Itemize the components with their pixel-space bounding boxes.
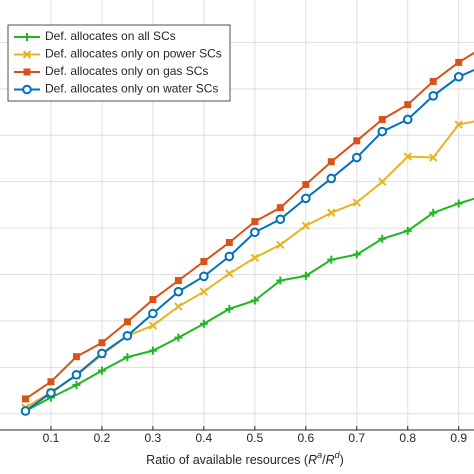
x-tick-label: 0.1 (43, 431, 60, 445)
marker (352, 250, 361, 259)
marker (454, 199, 463, 208)
x-axis-title-part: Ratio of available resources ( (146, 453, 309, 467)
marker (250, 253, 260, 263)
x-tick-label: 0.3 (145, 431, 162, 445)
marker (148, 308, 158, 319)
x-axis-title-part: R (308, 453, 317, 467)
marker (378, 234, 387, 243)
x-tick-label: 0.9 (450, 431, 467, 445)
marker (276, 276, 285, 285)
marker (378, 115, 386, 123)
marker (46, 388, 56, 398)
marker (302, 180, 310, 188)
marker (97, 348, 107, 359)
marker (47, 378, 55, 386)
marker (98, 339, 106, 347)
marker (428, 90, 439, 101)
marker (149, 296, 157, 304)
marker (453, 71, 464, 82)
legend-label: Def. allocates only on power SCs (45, 47, 222, 61)
marker (199, 287, 209, 296)
legend: Def. allocates on all SCs Def. allocates … (7, 24, 231, 102)
x-tick-label: 0.4 (196, 431, 213, 445)
marker (123, 353, 132, 362)
x-axis-title-part: d (335, 450, 341, 460)
x-tick-label: 0.8 (399, 431, 416, 445)
marker (275, 214, 286, 225)
x-axis-title-part: / (322, 453, 326, 467)
marker (429, 77, 437, 85)
x-tick-label: 0.6 (297, 431, 314, 445)
marker (148, 321, 158, 330)
marker (326, 173, 337, 184)
marker (351, 152, 362, 163)
x-tick-label: 0.7 (348, 431, 365, 445)
marker (225, 304, 234, 313)
marker (377, 126, 388, 137)
marker (327, 208, 336, 217)
marker (276, 240, 285, 250)
legend-marker (23, 68, 31, 76)
marker (148, 346, 157, 355)
legend-marker (23, 33, 31, 41)
legend-marker (22, 50, 32, 59)
marker (72, 353, 80, 361)
marker (250, 227, 260, 238)
marker (20, 406, 31, 416)
marker (200, 258, 208, 266)
legend-label: Def. allocates only on gas SCs (45, 64, 208, 78)
legend-label: Def. allocates on all SCs (45, 29, 176, 43)
plot-area (20, 51, 474, 416)
series-line (24, 120, 474, 409)
marker (122, 330, 133, 341)
marker (353, 137, 361, 145)
marker (71, 369, 82, 380)
marker (301, 193, 311, 204)
marker (429, 153, 438, 162)
marker (225, 238, 233, 246)
x-axis-title-part: R (326, 453, 335, 467)
marker (454, 120, 463, 129)
x-ticks: 0.1 0.2 0.3 0.4 0.5 0.6 0.7 0.8 0.9 (43, 426, 467, 445)
marker (199, 271, 209, 282)
marker (301, 271, 310, 280)
marker (301, 221, 311, 230)
marker (199, 319, 208, 328)
marker (276, 204, 284, 212)
legend-label: Def. allocates only on water SCs (45, 82, 218, 96)
x-axis-title-part: ) (340, 453, 344, 467)
marker (174, 277, 182, 285)
marker (173, 286, 184, 297)
marker (403, 226, 412, 235)
marker (224, 251, 235, 262)
x-tick-label: 0.2 (94, 431, 111, 445)
marker (123, 318, 131, 326)
marker (327, 158, 335, 166)
x-tick-label: 0.5 (246, 431, 263, 445)
x-axis-title-part: a (317, 450, 322, 460)
marker (21, 395, 29, 403)
marker (250, 296, 259, 305)
marker (251, 218, 259, 226)
marker (402, 114, 413, 125)
marker (429, 208, 438, 217)
legend-box (7, 24, 231, 102)
marker (174, 302, 183, 311)
legend-marker (22, 84, 32, 95)
marker (174, 333, 183, 342)
x-axis-title: Ratio of available resources (Ra/Rd) (146, 450, 344, 467)
marker (403, 152, 412, 161)
marker (72, 380, 81, 389)
marker (225, 269, 234, 278)
marker (404, 101, 412, 109)
marker (327, 255, 336, 264)
marker (352, 198, 361, 207)
marker (455, 58, 463, 66)
marker (378, 177, 387, 186)
marker (97, 366, 106, 375)
